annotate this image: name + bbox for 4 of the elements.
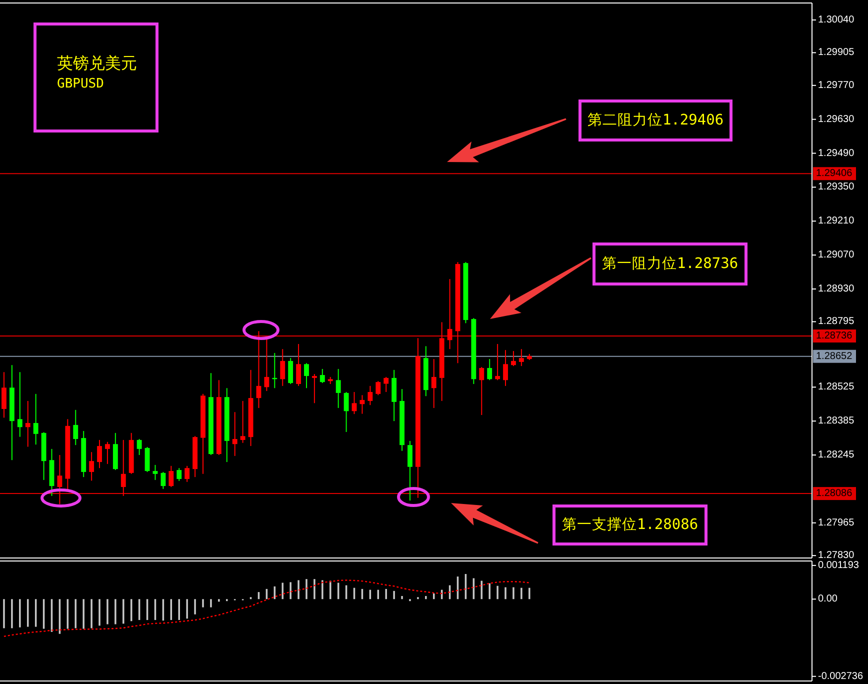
ref-line-label: 1.28086 [816, 488, 853, 500]
ref-line-label: 1.28736 [816, 330, 853, 342]
ref-line-label: 1.29406 [816, 168, 853, 180]
ref-line-label: 1.28652 [816, 350, 853, 362]
